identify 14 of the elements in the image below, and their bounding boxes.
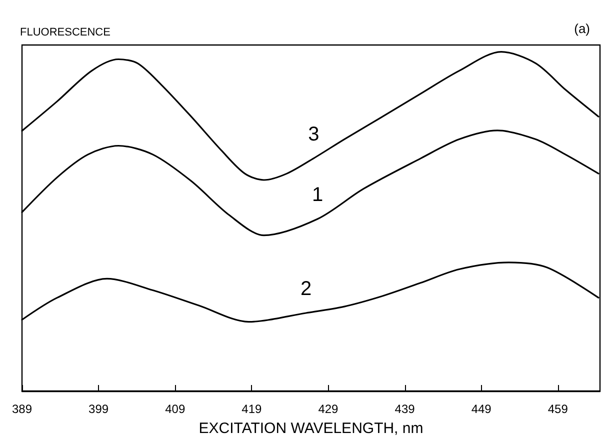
text: (a)	[574, 21, 590, 36]
series-label: 1	[312, 184, 324, 206]
x-tick-label: 459	[548, 402, 568, 416]
x-tick-label: 409	[165, 402, 186, 416]
x-tick-label: 399	[88, 402, 109, 416]
x-axis-title: EXCITATION WAVELENGTH, nm	[198, 420, 424, 437]
x-tick-label: 439	[394, 402, 416, 416]
x-tick-label: 389	[12, 402, 32, 416]
y-axis-title: FLUORESCENCE	[20, 26, 110, 38]
x-tick-label: 419	[242, 402, 262, 416]
x-tick-label: 449	[471, 402, 492, 416]
x-tick-label: 429	[318, 402, 339, 416]
series-label: 2	[300, 278, 312, 300]
series-label: 3	[308, 123, 320, 146]
